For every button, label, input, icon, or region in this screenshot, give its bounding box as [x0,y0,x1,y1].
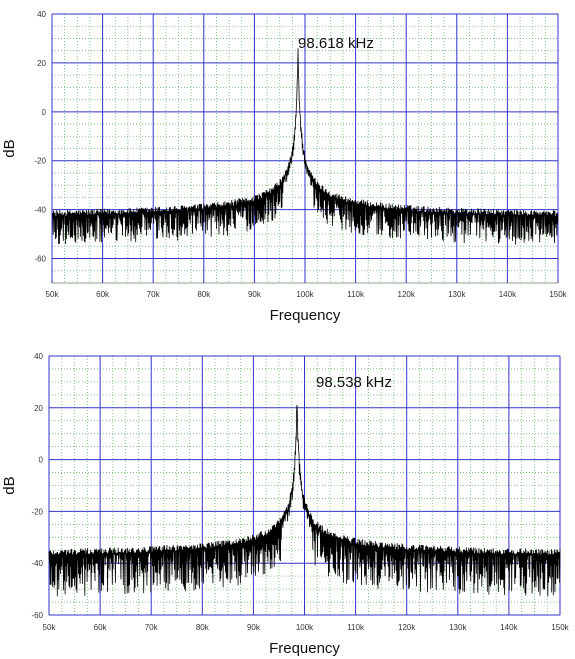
x-tick-label: 50k [46,290,60,299]
x-tick-label: 140k [499,290,517,299]
x-tick-label: 100k [296,623,314,632]
x-tick-label: 120k [398,623,416,632]
x-tick-label: 110k [347,623,365,632]
y-tick-label: 20 [37,59,46,68]
x-tick-label: 80k [197,290,211,299]
y-tick-label: 40 [37,10,46,19]
y-tick-label: 0 [39,456,44,465]
x-tick-label: 150k [551,623,569,632]
y-tick-label: -60 [31,611,43,620]
x-axis-label: Frequency [269,640,340,657]
x-tick-label: 120k [398,290,416,299]
x-tick-label: 60k [94,623,108,632]
spectrum-chart-top: -60 -40 -20 0 20 40 50k 60k 70k 80k 90k 100k 110k 120… [1,10,568,324]
x-tick-label: 70k [147,290,161,299]
x-axis-label: Frequency [270,307,341,324]
x-tick-label: 90k [247,623,261,632]
x-tick-label: 90k [248,290,262,299]
y-axis-label: dB [1,139,18,157]
x-tick-label: 50k [43,623,57,632]
x-tick-label: 80k [196,623,210,632]
spectrum-trace [48,404,561,597]
y-tick-label: 40 [34,352,43,361]
spectrum-trace [51,48,559,245]
major-grid [51,13,559,283]
x-tick-label: 100k [296,290,314,299]
x-tick-label: 130k [448,290,466,299]
y-tick-label: 0 [42,108,47,117]
x-tick-label: 70k [145,623,159,632]
x-tick-label: 60k [96,290,110,299]
peak-frequency-label: 98.618 kHz [298,35,374,52]
y-tick-label: -20 [34,157,46,166]
x-tick-label: 130k [449,623,467,632]
y-tick-label: -40 [34,206,46,215]
y-axis-label: dB [1,476,18,494]
x-tick-label: 150k [549,290,567,299]
y-tick-label: -60 [34,255,46,264]
x-tick-label: 140k [500,623,518,632]
x-tick-label: 110k [347,290,365,299]
spectrum-chart-bottom: -60 -40 -20 0 20 40 50k 60k 70k 80k 90k 100k 110k 120… [1,352,570,657]
y-tick-label: -40 [31,559,43,568]
y-tick-label: 20 [34,404,43,413]
peak-frequency-label: 98.538 kHz [316,374,392,391]
y-tick-label: -20 [31,507,43,516]
